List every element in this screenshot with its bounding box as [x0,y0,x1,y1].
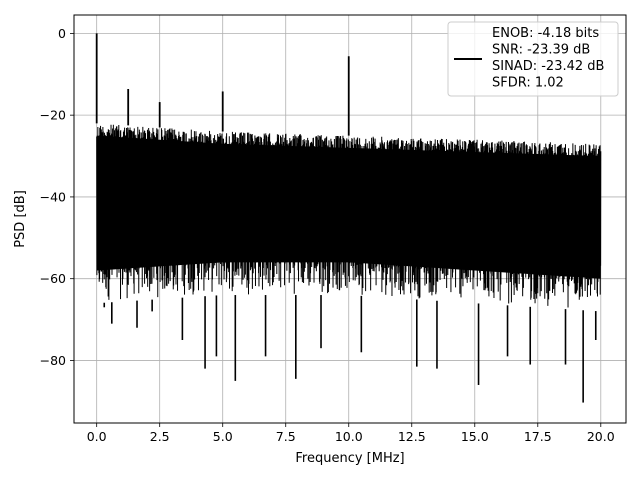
legend-box [447,21,619,97]
plot-area [95,33,602,403]
y-tick-label: 0 [58,26,66,41]
x-tick-label: 17.5 [524,429,552,444]
x-axis-ticks: 0.0 2.5 5.0 7.5 10.0 12.5 15.0 17.5 20.0 [87,423,615,444]
x-tick-label: 2.5 [150,429,170,444]
y-axis-ticks: 0 −20 −40 −60 −80 [40,26,74,368]
x-tick-label: 12.5 [398,429,426,444]
y-tick-label: −20 [40,108,66,123]
x-tick-label: 0.0 [87,429,107,444]
y-tick-label: −40 [40,189,66,204]
y-tick-label: −80 [40,353,66,368]
axes-frame [73,14,627,424]
legend-line-sfdr: SFDR: 1.02 [492,76,564,91]
y-tick-label: −60 [40,271,66,286]
legend-line-sinad: SINAD: -23.42 dB [492,59,604,74]
x-tick-label: 7.5 [276,429,296,444]
legend-line-enob: ENOB: -4.18 bits [492,26,599,41]
x-tick-label: 10.0 [335,429,363,444]
x-tick-label: 15.0 [461,429,489,444]
x-tick-label: 5.0 [213,429,233,444]
psd-noise-band [96,135,601,279]
x-axis-label: Frequency [MHz] [295,451,404,466]
y-axis-label: PSD [dB] [13,190,28,248]
x-tick-label: 20.0 [587,429,615,444]
legend-line-snr: SNR: -23.39 dB [492,43,590,58]
legend: ENOB: -4.18 bits SNR: -23.39 dB SINAD: -… [447,21,619,97]
